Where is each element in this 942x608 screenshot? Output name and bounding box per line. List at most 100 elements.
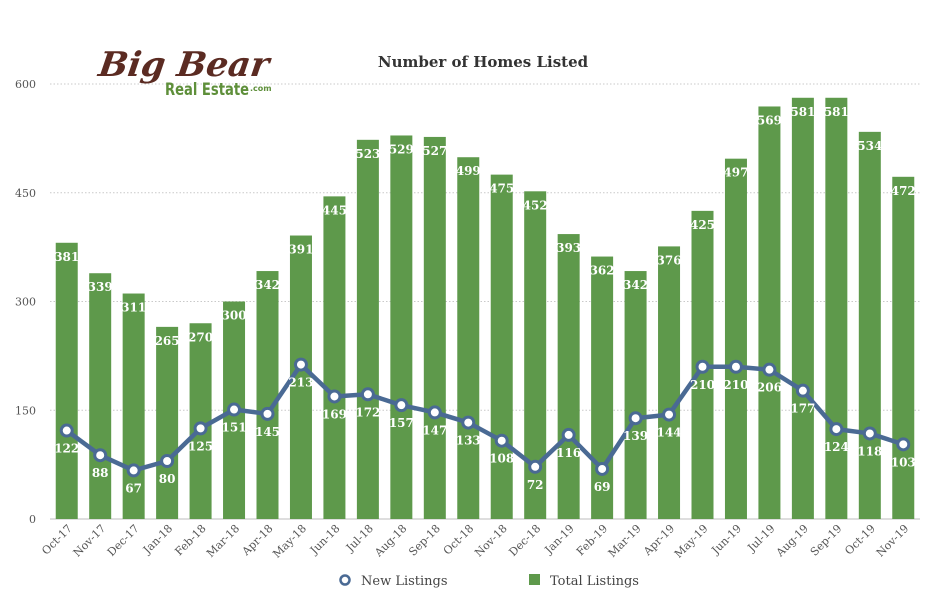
bar-data-label: 445 [322,203,347,217]
x-tick-label: Jun-18 [307,522,343,558]
bar[interactable] [591,256,614,519]
x-tick-label: Apr-18 [239,522,276,559]
line-point[interactable] [126,463,141,478]
line-point[interactable] [227,402,242,417]
bar[interactable] [557,234,580,519]
bar-data-label: 425 [690,218,715,232]
bar[interactable] [724,158,747,520]
bar[interactable] [624,271,647,519]
bar[interactable] [156,326,179,519]
bar-series [55,97,915,520]
line-point[interactable] [528,459,543,474]
bar-data-label: 534 [857,139,882,153]
bar[interactable] [89,273,112,519]
line-point[interactable] [427,405,442,420]
line-point[interactable] [360,387,375,402]
x-tick-label: Jun-19 [709,522,745,558]
legend-item-new-listings[interactable]: New Listings [339,574,448,589]
line-point[interactable] [461,415,476,430]
line-point[interactable] [862,426,877,441]
line-point[interactable] [293,357,308,372]
line-data-label: 67 [125,481,142,495]
line-point[interactable] [494,433,509,448]
bar[interactable] [55,242,78,519]
x-tick-label: Nov-18 [472,522,510,560]
chart-title: Number of Homes Listed [378,53,589,71]
bar[interactable] [758,106,781,519]
x-tick-label: Sep-18 [406,522,443,559]
y-tick-label: 0 [29,513,36,526]
bar-data-label: 376 [657,253,682,267]
bar[interactable] [658,246,681,519]
line-point[interactable] [93,448,108,463]
x-tick-label: Mar-19 [606,522,644,560]
bar[interactable] [791,97,814,520]
line-data-label: 69 [594,480,611,494]
bar[interactable] [189,323,212,519]
line-point[interactable] [829,422,844,437]
line-point[interactable] [394,398,409,413]
x-tick-label: Feb-18 [172,522,208,558]
bar-data-label: 270 [188,330,213,344]
line-point[interactable] [193,421,208,436]
line-point[interactable] [762,362,777,377]
bar-data-label: 472 [891,184,916,198]
line-point[interactable] [260,406,275,421]
bar-data-label: 475 [489,182,514,196]
bar-data-label: 452 [523,198,548,212]
bar[interactable] [390,135,413,519]
bar-data-label: 300 [222,309,247,323]
bar[interactable] [825,97,848,520]
line-data-label: 108 [489,452,514,466]
bar[interactable] [356,139,379,519]
line-data-label: 124 [824,440,849,454]
bar[interactable] [423,136,446,520]
line-point[interactable] [628,411,643,426]
legend-item-total-listings[interactable]: Total Listings [529,574,639,589]
line-data-label: 213 [288,376,313,390]
x-tick-label: Jan-18 [140,522,175,557]
line-point[interactable] [695,359,710,374]
line-data-label: 144 [657,426,682,440]
bar[interactable] [457,157,480,519]
line-data-label: 133 [456,434,481,448]
bar[interactable] [256,271,279,519]
line-data-label: 72 [527,478,544,492]
line-data-label: 122 [54,442,79,456]
line-point[interactable] [728,359,743,374]
bar[interactable] [122,293,145,519]
line-data-label: 145 [255,425,280,439]
bar-data-label: 527 [422,144,447,158]
line-point[interactable] [59,423,74,438]
bar[interactable] [892,176,915,520]
bar[interactable] [289,235,312,519]
y-tick-label: 300 [15,296,36,309]
line-data-label: 118 [857,444,882,458]
bar-data-label: 381 [54,250,79,264]
bar-data-label: 342 [623,278,648,292]
logo-brand: Big Bear [95,45,275,85]
legend-label-total-listings: Total Listings [550,574,639,589]
line-point[interactable] [795,383,810,398]
line-data-label: 80 [159,472,176,486]
line-point[interactable] [595,461,610,476]
bar-data-label: 529 [389,142,414,156]
bar[interactable] [323,196,346,519]
bar-data-label: 523 [355,147,380,161]
line-point[interactable] [896,437,911,452]
bar-data-label: 362 [590,264,615,278]
bar[interactable] [524,191,547,520]
bar[interactable] [858,131,881,519]
bar[interactable] [490,174,513,519]
bar-data-label: 311 [121,301,146,315]
line-point[interactable] [662,407,677,422]
x-tick-label: Mar-18 [204,522,242,560]
logo-suffix: .com [250,84,272,93]
x-tick-label: Aug-18 [371,522,409,560]
logo: Big Bear Real Estate .com [95,45,275,100]
line-point[interactable] [327,389,342,404]
x-axis: Oct-17Nov-17Dec-17Jan-18Feb-18Mar-18Apr-… [39,522,911,561]
line-point[interactable] [160,454,175,468]
grid-lines [50,83,920,520]
line-point[interactable] [561,427,576,442]
